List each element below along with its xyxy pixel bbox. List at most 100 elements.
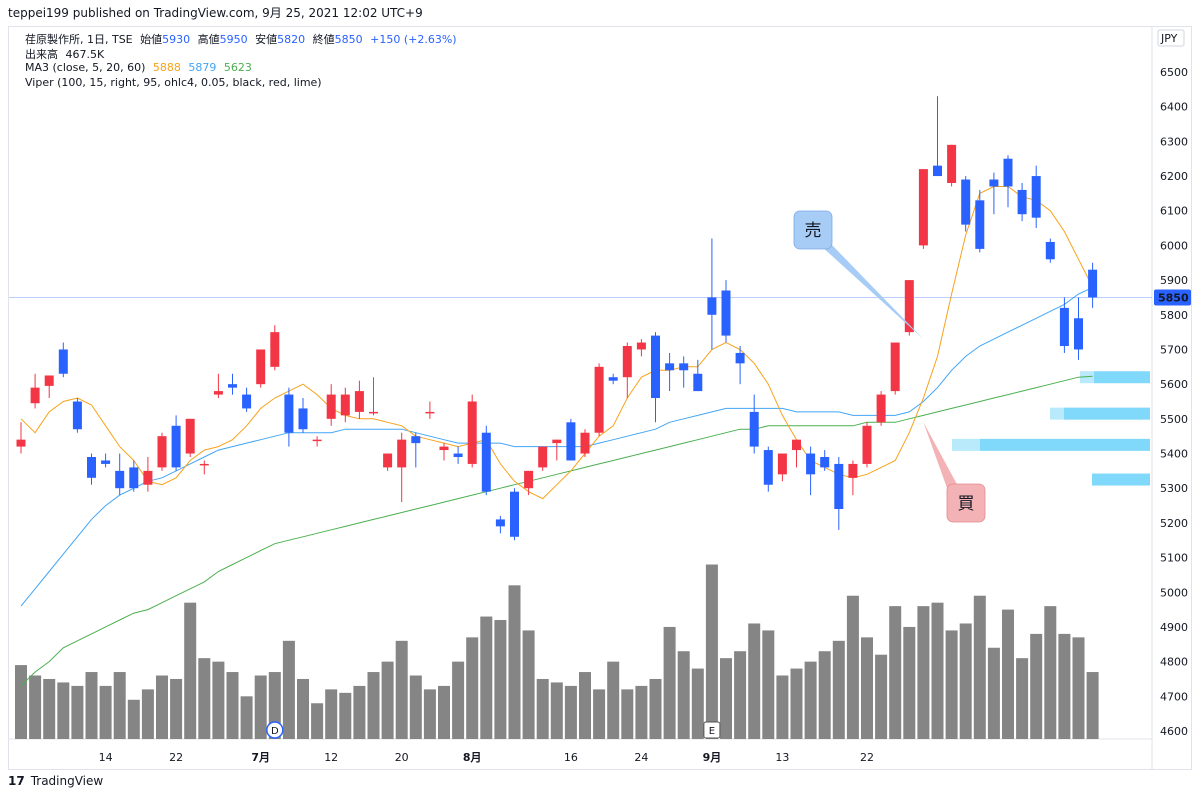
price-tick-label: 6300 xyxy=(1160,135,1188,148)
volume-bar xyxy=(15,665,27,739)
volume-bar xyxy=(677,651,690,739)
volume-bar xyxy=(508,585,521,739)
legend-viper: Viper (100, 15, right, 95, ohlc4, 0.05, … xyxy=(25,76,322,89)
candle-body xyxy=(820,456,830,468)
price-tick-label: 6000 xyxy=(1160,239,1188,252)
last-price-badge xyxy=(1154,289,1191,306)
price-tick-label: 5600 xyxy=(1160,378,1188,391)
candle-body xyxy=(693,373,703,392)
volume-bar xyxy=(43,678,56,739)
volume-bar xyxy=(381,661,394,739)
candle-body xyxy=(425,411,435,414)
volume-profile-bar xyxy=(980,438,1150,451)
volume-bar xyxy=(141,689,154,739)
volume-bar xyxy=(846,595,859,739)
volume-bar xyxy=(339,692,352,739)
candle-body xyxy=(947,144,957,183)
volume-bar xyxy=(1016,658,1029,739)
candle-body xyxy=(284,394,294,433)
candle-body xyxy=(834,463,844,510)
volume-bar xyxy=(903,626,916,739)
event-marker-label: E xyxy=(709,726,715,737)
legend-ma-line: MA3 (close, 5, 20, 60) 5888 5879 5623 xyxy=(25,61,256,74)
volume-bar xyxy=(621,689,634,739)
last-price-label: 5850 xyxy=(1158,291,1189,304)
volume-bar xyxy=(113,672,126,739)
candle-body xyxy=(622,346,632,378)
volume-bar xyxy=(564,685,577,739)
candle-body xyxy=(270,332,280,367)
volume-bar xyxy=(311,703,324,739)
volume-bar xyxy=(395,640,408,739)
candlestick-chart[interactable]: 4600 4700 4800 4900 5000 5100 5200 5300 5400 5500… xyxy=(9,27,1191,769)
volume-bar xyxy=(494,620,507,739)
volume-bar xyxy=(212,661,225,739)
candle-body xyxy=(1059,307,1069,347)
candle-body xyxy=(721,290,731,336)
volume-bar xyxy=(748,623,761,739)
volume-bar xyxy=(973,595,986,739)
price-tick-label: 6400 xyxy=(1160,101,1188,114)
volume-bar xyxy=(423,689,436,739)
legend-low: 5820 xyxy=(277,33,306,46)
volume-bar xyxy=(353,685,366,739)
volume-bar xyxy=(959,623,972,739)
volume-bar xyxy=(917,606,930,739)
candle-body xyxy=(679,363,689,371)
sell-callout-pointer xyxy=(820,245,924,340)
candle-body xyxy=(185,418,195,454)
time-tick-label: 7月 xyxy=(251,751,270,764)
volume-bar xyxy=(889,606,902,739)
candle-body xyxy=(524,470,534,489)
volume-bar xyxy=(649,678,662,739)
volume-bar xyxy=(1058,633,1071,739)
time-tick-label: 20 xyxy=(395,751,409,764)
volume-bar xyxy=(931,602,944,739)
legend-symbol: 荏原製作所, 1日, TSE xyxy=(25,33,133,46)
currency-box xyxy=(1157,29,1185,47)
candle-body xyxy=(1003,158,1013,187)
price-tick-label: 5800 xyxy=(1160,309,1188,322)
legend-close: 5850 xyxy=(334,33,363,46)
price-tick-label: 5100 xyxy=(1160,552,1188,565)
candle-body xyxy=(157,436,167,468)
volume-bar xyxy=(790,668,803,739)
candle-body xyxy=(72,401,82,430)
candle-body xyxy=(242,394,252,409)
candle-body xyxy=(933,165,942,177)
volume-bar xyxy=(226,672,239,739)
legend-ma-label: MA3 (close, 5, 20, 60) xyxy=(25,61,146,74)
candle-body xyxy=(636,342,646,350)
legend-close-label: 終値 xyxy=(312,33,335,46)
time-tick-label: 24 xyxy=(634,751,648,764)
volume-bar xyxy=(184,602,197,739)
candle-body xyxy=(213,391,223,395)
candles xyxy=(16,96,1098,541)
volume-bar xyxy=(536,678,549,739)
volume-profile-bar-light xyxy=(1080,371,1094,384)
volume-bar xyxy=(607,661,620,739)
price-tick-label: 4900 xyxy=(1160,621,1188,634)
sell-callout-box xyxy=(793,210,833,250)
candle-body xyxy=(171,425,181,468)
candle-body xyxy=(552,439,562,444)
sell-callout-label: 売 xyxy=(805,221,822,241)
chart-panel[interactable]: 4600 4700 4800 4900 5000 5100 5200 5300 5400 5500… xyxy=(8,26,1192,770)
volume-bar xyxy=(987,647,1000,739)
volume-bar xyxy=(282,640,295,739)
volume-bar xyxy=(776,675,789,739)
price-tick-label: 5200 xyxy=(1160,517,1188,530)
candle-body xyxy=(651,335,660,399)
volume-bar xyxy=(550,682,563,739)
volume-bar xyxy=(691,668,704,739)
candle-body xyxy=(608,377,618,381)
buy-callout-box xyxy=(946,483,986,523)
legend-change: +150 (+2.63%) xyxy=(370,33,457,46)
volume-bar xyxy=(804,661,817,739)
volume-bar xyxy=(367,672,380,739)
candle-body xyxy=(961,179,971,225)
price-axis: 4600 4700 4800 4900 5000 5100 5200 5300 5400 5500… xyxy=(1154,29,1191,738)
legend-ma20: 5879 xyxy=(188,61,217,74)
volume-bar xyxy=(480,616,493,739)
event-marker-label: D xyxy=(271,726,279,737)
